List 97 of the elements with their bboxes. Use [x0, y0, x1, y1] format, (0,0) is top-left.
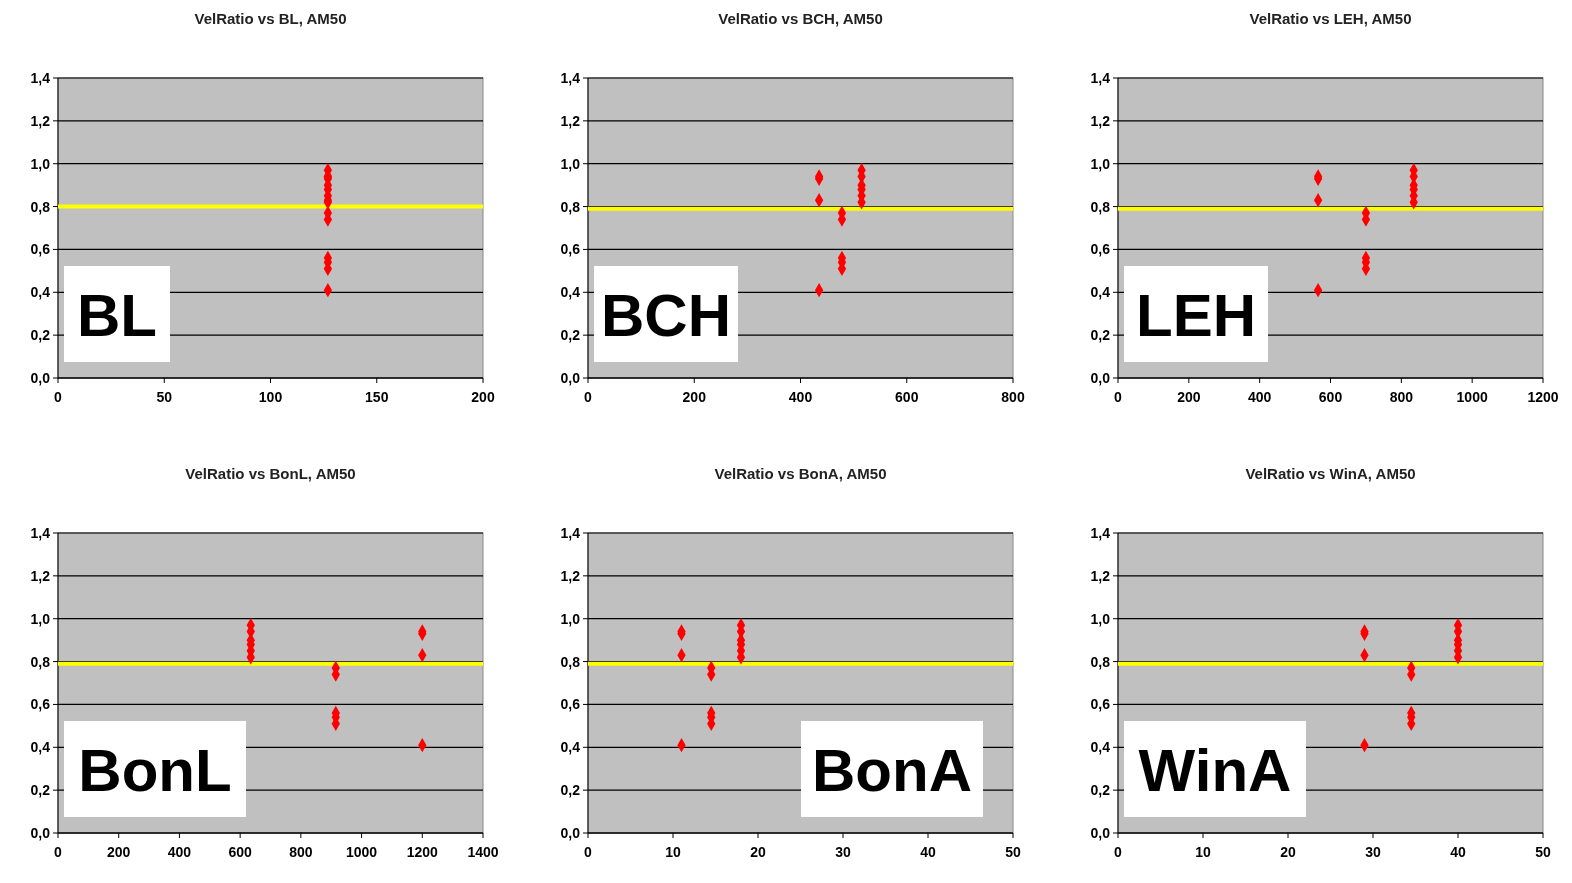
- y-tick-label: 0,2: [30, 782, 51, 799]
- y-tick-label: 0,0: [30, 825, 51, 841]
- x-tick-label: 20: [750, 844, 766, 860]
- x-tick-label: 1200: [406, 844, 439, 860]
- y-tick-label: 1,2: [560, 567, 581, 584]
- y-tick-label: 0,2: [30, 327, 51, 344]
- x-tick-label: 400: [167, 844, 192, 860]
- chart-title: VelRatio vs BonL, AM50: [185, 465, 356, 482]
- y-tick-label: 0,6: [560, 241, 581, 258]
- y-tick-label: 1,2: [1090, 567, 1111, 584]
- y-tick-label: 0,4: [1090, 284, 1111, 301]
- y-tick-label: 1,4: [560, 70, 581, 86]
- y-tick-label: 1,2: [30, 567, 51, 584]
- y-tick-label: 0,8: [30, 653, 51, 670]
- y-tick-label: 1,4: [1090, 525, 1111, 541]
- chart-title: VelRatio vs BonA, AM50: [714, 465, 887, 482]
- y-tick-label: 0,2: [560, 782, 581, 799]
- y-tick-label: 1,0: [560, 155, 581, 172]
- y-tick-label: 1,0: [1090, 610, 1111, 627]
- y-tick-label: 1,0: [30, 610, 51, 627]
- y-tick-label: 1,0: [30, 155, 51, 172]
- y-tick-label: 0,4: [560, 739, 581, 756]
- chart-title: VelRatio vs BCH, AM50: [718, 10, 883, 27]
- y-tick-label: 0,2: [1090, 327, 1111, 344]
- x-tick-label: 150: [365, 389, 389, 405]
- x-tick-label: 200: [107, 844, 131, 860]
- y-tick-label: 0,4: [30, 739, 51, 756]
- x-tick-label: 50: [1005, 844, 1021, 860]
- x-tick-label: 200: [682, 389, 707, 405]
- x-tick-label: 0: [1114, 389, 1123, 405]
- x-tick-label: 0: [54, 844, 63, 860]
- annotation: BonL: [78, 737, 232, 804]
- x-tick-label: 800: [1001, 389, 1025, 405]
- y-tick-label: 0,2: [1090, 782, 1111, 799]
- y-tick-label: 0,0: [30, 370, 51, 386]
- x-tick-label: 50: [1535, 844, 1551, 860]
- x-tick-label: 600: [1318, 389, 1343, 405]
- chart-title: VelRatio vs LEH, AM50: [1249, 10, 1412, 27]
- x-tick-label: 0: [584, 844, 593, 860]
- x-tick-label: 40: [920, 844, 936, 860]
- y-tick-label: 0,6: [560, 696, 581, 713]
- x-tick-label: 0: [54, 389, 63, 405]
- y-tick-label: 0,6: [1090, 696, 1111, 713]
- y-tick-label: 0,4: [1090, 739, 1111, 756]
- x-tick-label: 50: [156, 389, 173, 405]
- y-tick-label: 1,2: [1090, 112, 1111, 129]
- y-tick-label: 0,4: [30, 284, 51, 301]
- y-tick-label: 0,8: [30, 198, 51, 215]
- annotation: WinA: [1138, 737, 1292, 804]
- x-tick-label: 0: [1114, 844, 1123, 860]
- y-tick-label: 1,2: [30, 112, 51, 129]
- x-tick-label: 30: [1365, 844, 1381, 860]
- x-tick-label: 20: [1280, 844, 1296, 860]
- y-tick-label: 0,8: [1090, 198, 1111, 215]
- y-tick-label: 1,2: [560, 112, 581, 129]
- y-tick-label: 1,4: [1090, 70, 1111, 86]
- y-tick-label: 1,4: [560, 525, 581, 541]
- x-tick-label: 400: [788, 389, 813, 405]
- x-tick-label: 100: [258, 389, 283, 405]
- y-tick-label: 1,0: [560, 610, 581, 627]
- y-tick-label: 1,4: [30, 70, 51, 86]
- x-tick-label: 600: [228, 844, 253, 860]
- x-tick-label: 1200: [1527, 389, 1559, 405]
- x-tick-label: 1000: [345, 844, 378, 860]
- x-tick-label: 40: [1450, 844, 1466, 860]
- y-tick-label: 0,0: [1090, 370, 1111, 386]
- y-tick-label: 0,8: [1090, 653, 1111, 670]
- x-tick-label: 30: [835, 844, 851, 860]
- y-tick-label: 0,6: [1090, 241, 1111, 258]
- y-tick-label: 0,6: [30, 241, 51, 258]
- annotation: BonA: [812, 737, 972, 804]
- x-tick-label: 400: [1247, 389, 1272, 405]
- annotation: BCH: [601, 282, 731, 349]
- y-tick-label: 0,0: [1090, 825, 1111, 841]
- y-tick-label: 0,0: [560, 370, 581, 386]
- y-tick-label: 0,6: [30, 696, 51, 713]
- y-tick-label: 0,2: [560, 327, 581, 344]
- x-tick-label: 0: [584, 389, 593, 405]
- y-tick-label: 0,8: [560, 198, 581, 215]
- x-tick-label: 800: [289, 844, 313, 860]
- x-tick-label: 600: [895, 389, 919, 405]
- y-tick-label: 0,0: [560, 825, 581, 841]
- x-tick-label: 10: [1195, 844, 1211, 860]
- annotation: BL: [77, 282, 157, 349]
- x-tick-label: 1000: [1456, 389, 1488, 405]
- y-tick-label: 1,0: [1090, 155, 1111, 172]
- x-tick-label: 200: [1177, 389, 1201, 405]
- y-tick-label: 0,4: [560, 284, 581, 301]
- x-tick-label: 1400: [467, 844, 499, 860]
- y-tick-label: 1,4: [30, 525, 51, 541]
- chart-title: VelRatio vs WinA, AM50: [1245, 465, 1416, 482]
- x-tick-label: 10: [665, 844, 681, 860]
- x-tick-label: 200: [471, 389, 495, 405]
- y-tick-label: 0,8: [560, 653, 581, 670]
- annotation: LEH: [1136, 282, 1256, 349]
- chart-title: VelRatio vs BL, AM50: [194, 10, 347, 27]
- x-tick-label: 800: [1389, 389, 1414, 405]
